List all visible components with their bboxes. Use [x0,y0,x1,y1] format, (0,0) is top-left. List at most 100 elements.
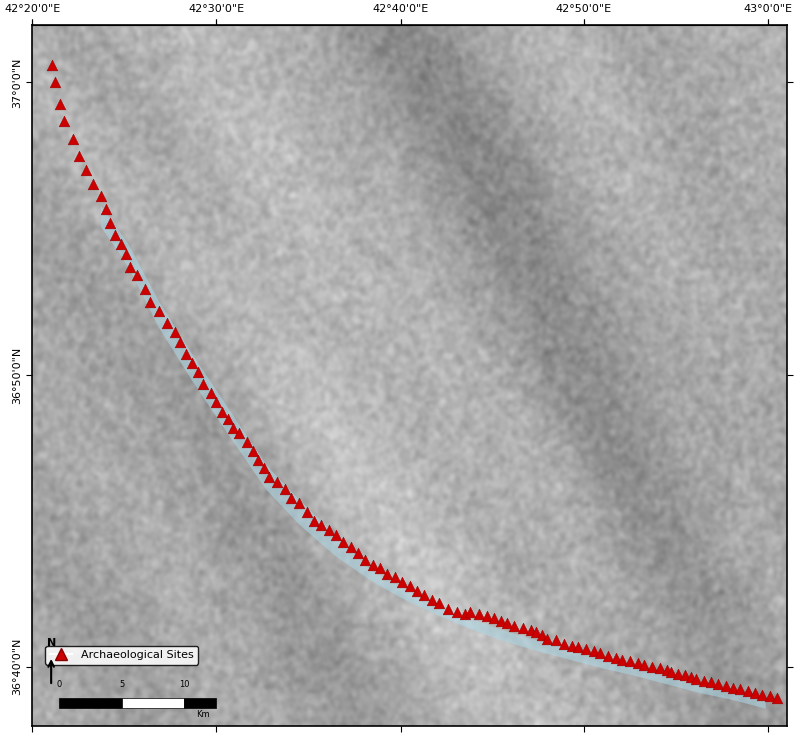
Archaeological Sites [174,336,186,348]
Archaeological Sites [624,656,637,668]
Archaeological Sites [594,647,606,659]
Archaeological Sites [46,59,58,71]
Archaeological Sites [226,422,239,434]
Archaeological Sites [124,261,137,272]
Archaeological Sites [49,77,62,88]
Archaeological Sites [161,317,174,329]
Archaeological Sites [252,454,265,466]
Archaeological Sites [646,661,658,673]
Archaeological Sites [301,506,314,518]
Archaeological Sites [442,603,454,615]
Archaeological Sites [58,115,70,127]
Archaeological Sites [191,366,204,378]
Archaeological Sites [366,559,379,571]
Archaeological Sites [120,249,133,261]
Archaeological Sites [541,633,554,645]
Archaeological Sites [488,612,501,623]
Archaeological Sites [94,191,107,202]
Archaeological Sites [764,690,777,702]
Archaeological Sites [246,445,259,457]
Archaeological Sites [307,515,320,527]
Archaeological Sites [144,296,157,308]
Archaeological Sites [66,132,79,144]
Archaeological Sites [500,617,513,629]
Archaeological Sites [712,679,725,690]
Archaeological Sites [54,98,66,110]
Archaeological Sites [197,378,210,390]
Archaeological Sites [109,229,122,241]
Bar [122,698,185,708]
Archaeological Sites [654,662,666,674]
Archaeological Sites [337,537,350,548]
Archaeological Sites [473,608,486,620]
Archaeological Sites [403,580,416,592]
Archaeological Sites [389,571,402,583]
Archaeological Sites [638,659,651,670]
Archaeological Sites [86,178,99,190]
Archaeological Sites [138,283,151,295]
Archaeological Sites [168,326,181,338]
Archaeological Sites [660,665,673,676]
Archaeological Sites [433,598,446,609]
Archaeological Sites [315,519,328,531]
Archaeological Sites [558,638,570,650]
Archaeological Sites [293,498,306,509]
Archaeological Sites [263,471,276,483]
Archaeological Sites [550,634,562,646]
Archaeological Sites [221,414,234,425]
Archaeological Sites [698,675,710,687]
Archaeological Sites [525,624,538,636]
Polygon shape [101,205,766,709]
Archaeological Sites [480,610,493,622]
Archaeological Sites [130,269,143,281]
Archaeological Sites [508,620,521,632]
Archaeological Sites [742,685,754,697]
Text: 0: 0 [56,680,62,690]
Text: 10: 10 [179,680,190,690]
Archaeological Sites [572,642,585,654]
Archaeological Sites [770,693,783,704]
Archaeological Sites [381,567,394,579]
Archaeological Sites [153,305,166,316]
Archaeological Sites [179,348,192,360]
Archaeological Sites [270,476,283,488]
Archaeological Sites [631,657,644,669]
Archaeological Sites [186,357,198,369]
Archaeological Sites [210,396,223,408]
Archaeological Sites [566,640,578,651]
Archaeological Sites [458,608,471,620]
Bar [185,698,216,708]
Archaeological Sites [464,606,477,618]
Archaeological Sites [418,589,430,601]
Archaeological Sites [579,643,592,655]
Archaeological Sites [216,406,229,418]
Archaeological Sites [330,529,342,541]
Archaeological Sites [720,680,733,692]
Text: Km: Km [197,710,210,719]
Archaeological Sites [395,576,408,588]
Archaeological Sites [602,650,614,662]
Archaeological Sites [748,687,761,699]
Archaeological Sites [587,645,600,657]
Archaeological Sites [704,676,717,688]
Archaeological Sites [425,594,438,606]
Text: N: N [46,637,56,648]
Archaeological Sites [494,615,507,627]
Archaeological Sites [232,428,245,439]
Archaeological Sites [756,689,769,701]
Archaeological Sites [72,150,85,162]
Archaeological Sites [205,387,218,399]
Archaeological Sites [322,524,335,536]
Archaeological Sites [411,585,424,597]
Archaeological Sites [103,217,116,229]
Archaeological Sites [258,462,270,474]
Archaeological Sites [351,547,364,559]
Archaeological Sites [610,652,622,664]
Archaeological Sites [690,673,702,684]
Text: 5: 5 [119,680,124,690]
Archaeological Sites [665,666,678,678]
Archaeological Sites [734,684,747,696]
Archaeological Sites [679,670,692,682]
Archaeological Sites [80,164,93,176]
Archaeological Sites [359,553,372,565]
